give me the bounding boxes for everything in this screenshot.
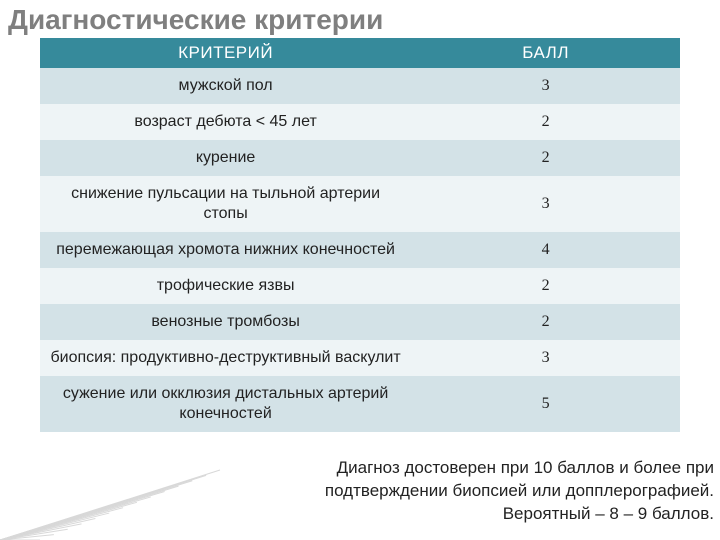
table-row: снижение пульсации на тыльной артерии ст… <box>40 176 680 232</box>
score-cell: 3 <box>411 68 680 104</box>
table-row: мужской пол3 <box>40 68 680 104</box>
score-cell: 3 <box>411 176 680 232</box>
score-cell: 3 <box>411 340 680 376</box>
criterion-cell: курение <box>40 140 411 176</box>
table-row: возраст дебюта < 45 лет2 <box>40 104 680 140</box>
score-cell: 2 <box>411 268 680 304</box>
footnote-text: Диагноз достоверен при 10 баллов и более… <box>254 457 714 526</box>
criterion-cell: биопсия: продуктивно-деструктивный васку… <box>40 340 411 376</box>
col-header-criterion: КРИТЕРИЙ <box>40 38 411 68</box>
table-row: биопсия: продуктивно-деструктивный васку… <box>40 340 680 376</box>
table-header-row: КРИТЕРИЙ БАЛЛ <box>40 38 680 68</box>
criteria-table: КРИТЕРИЙ БАЛЛ мужской пол3возраст дебюта… <box>40 38 680 432</box>
table-row: курение2 <box>40 140 680 176</box>
col-header-score: БАЛЛ <box>411 38 680 68</box>
table-row: сужение или окклюзия дистальных артерий … <box>40 376 680 432</box>
score-cell: 2 <box>411 140 680 176</box>
table-row: венозные тромбозы2 <box>40 304 680 340</box>
criterion-cell: снижение пульсации на тыльной артерии ст… <box>40 176 411 232</box>
page-title: Диагностические критерии <box>8 4 383 36</box>
score-cell: 2 <box>411 104 680 140</box>
score-cell: 5 <box>411 376 680 432</box>
decorative-hatch <box>0 460 230 540</box>
criterion-cell: венозные тромбозы <box>40 304 411 340</box>
table-row: перемежающая хромота нижних конечностей4 <box>40 232 680 268</box>
criterion-cell: сужение или окклюзия дистальных артерий … <box>40 376 411 432</box>
criterion-cell: трофические язвы <box>40 268 411 304</box>
score-cell: 4 <box>411 232 680 268</box>
criterion-cell: мужской пол <box>40 68 411 104</box>
criterion-cell: возраст дебюта < 45 лет <box>40 104 411 140</box>
table-row: трофические язвы2 <box>40 268 680 304</box>
score-cell: 2 <box>411 304 680 340</box>
criterion-cell: перемежающая хромота нижних конечностей <box>40 232 411 268</box>
